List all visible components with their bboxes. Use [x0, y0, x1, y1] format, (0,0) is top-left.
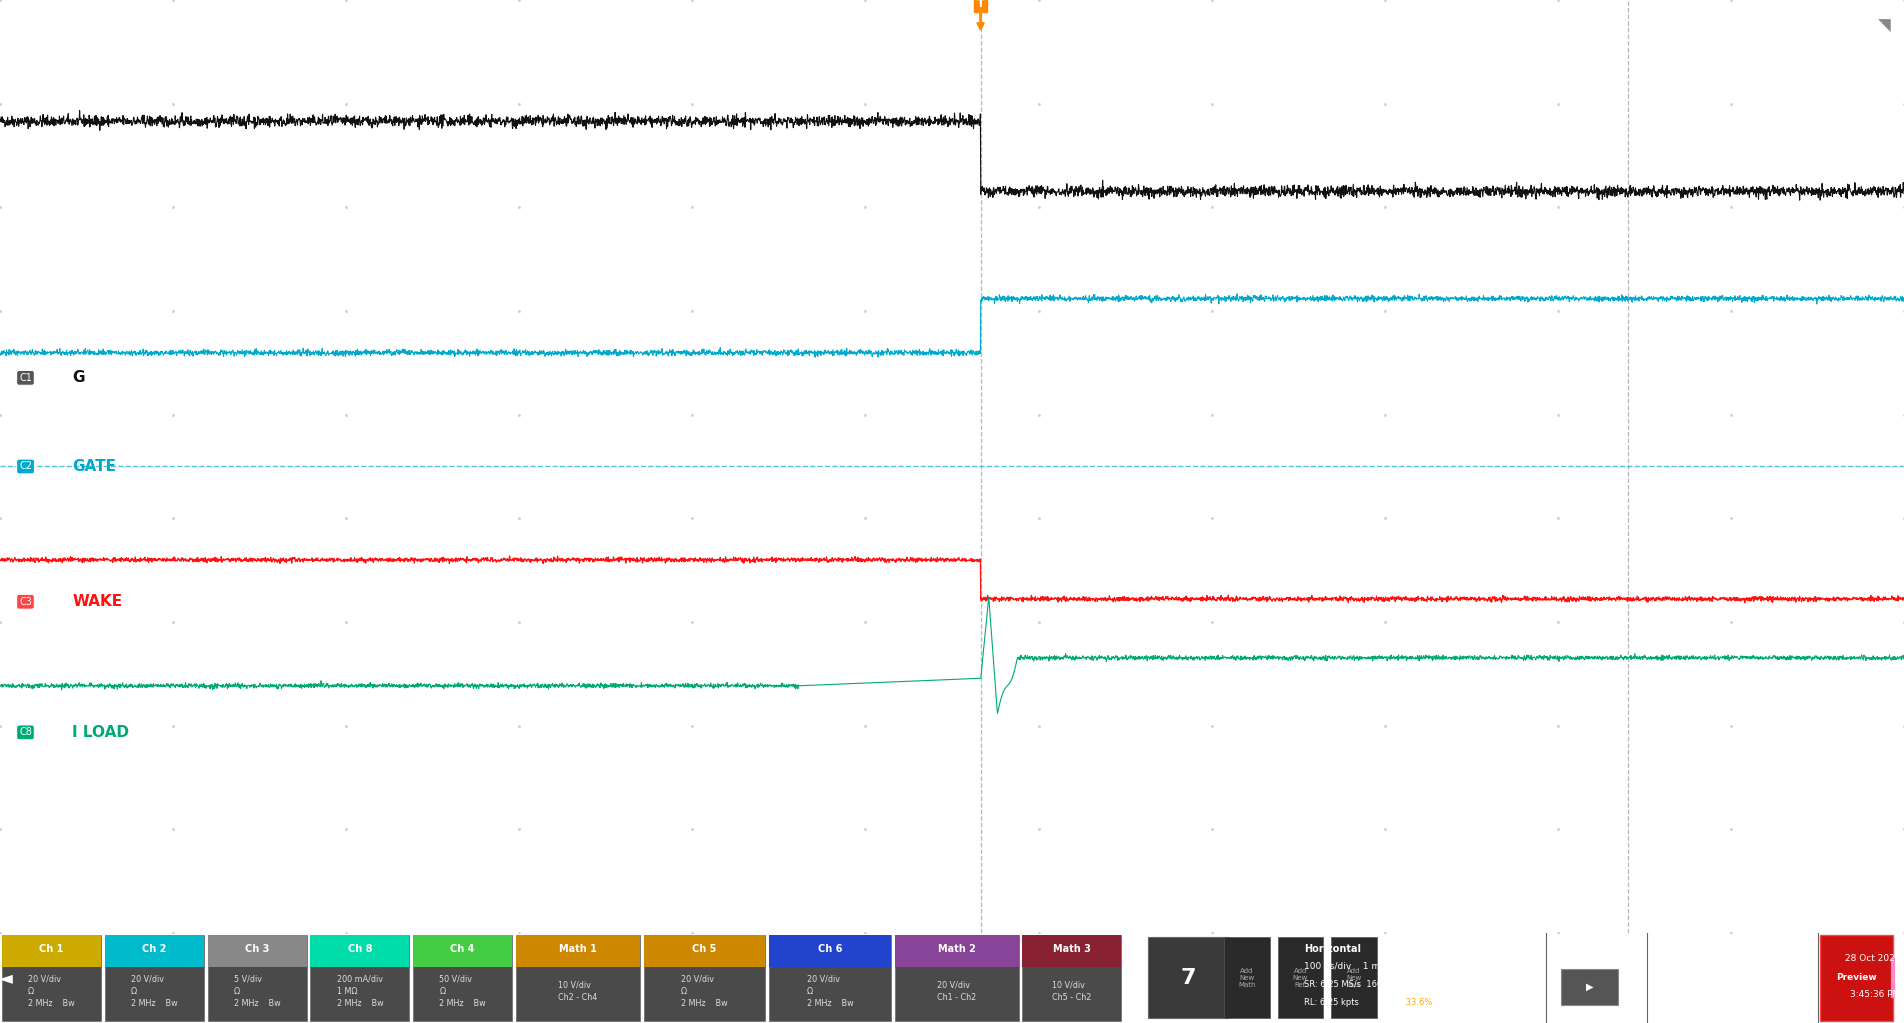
Text: High Res: 16 bits: High Res: 16 bits	[1668, 982, 1740, 990]
Text: Ch 6: Ch 6	[819, 944, 842, 954]
Text: Ch 4: Ch 4	[451, 944, 474, 954]
Text: Ch 2: Ch 2	[143, 944, 166, 954]
Text: ◥: ◥	[1877, 16, 1891, 35]
Bar	[413, 935, 512, 967]
Text: Ch 1: Ch 1	[40, 944, 63, 954]
Text: G: G	[72, 370, 86, 386]
Bar	[1022, 935, 1121, 1021]
Text: Trigger: Trigger	[1590, 944, 1630, 953]
Text: Add
New
Ref: Add New Ref	[1293, 968, 1308, 988]
Text: SR: 6.25 MS/s  160 ns/pt: SR: 6.25 MS/s 160 ns/pt	[1304, 980, 1407, 989]
Bar	[1148, 937, 1228, 1019]
Text: C3: C3	[19, 596, 32, 607]
Bar	[1561, 969, 1618, 1005]
Text: 33.6%: 33.6%	[1403, 997, 1432, 1007]
Bar	[895, 935, 1019, 967]
Text: 20 V/div
Ch1 - Ch2: 20 V/div Ch1 - Ch2	[937, 981, 977, 1003]
Text: 7: 7	[1180, 968, 1196, 988]
Text: 5 V/div
Ω
2 MHz    Bw: 5 V/div Ω 2 MHz Bw	[234, 975, 280, 1009]
Text: Acquisition: Acquisition	[1674, 944, 1735, 953]
Bar	[1022, 935, 1121, 967]
Bar	[1331, 937, 1377, 1019]
Text: Preview: Preview	[1835, 974, 1877, 982]
Text: Ch 5: Ch 5	[693, 944, 716, 954]
Bar	[1278, 937, 1323, 1019]
Text: 200 mA/div
1 MΩ
2 MHz    Bw: 200 mA/div 1 MΩ 2 MHz Bw	[337, 975, 383, 1009]
Bar	[208, 935, 307, 967]
Text: T: T	[977, 0, 984, 9]
Text: 20 V/div
Ω
2 MHz    Bw: 20 V/div Ω 2 MHz Bw	[682, 975, 727, 1009]
Text: GATE: GATE	[72, 459, 116, 474]
Text: 10 V/div
Ch5 - Ch2: 10 V/div Ch5 - Ch2	[1053, 981, 1091, 1003]
Text: ▶: ▶	[1586, 982, 1594, 992]
Text: C2: C2	[19, 461, 32, 472]
Text: C1: C1	[19, 372, 32, 383]
Text: 10 V/div
Ch2 - Ch4: 10 V/div Ch2 - Ch4	[558, 981, 598, 1003]
Bar	[516, 935, 640, 1021]
Bar	[644, 935, 765, 967]
Bar	[208, 935, 307, 1021]
Text: Math 2: Math 2	[939, 944, 975, 954]
Bar	[413, 935, 512, 1021]
Bar	[644, 935, 765, 1021]
Bar	[769, 935, 891, 1021]
Text: Add
New
Bus: Add New Bus	[1346, 968, 1361, 988]
Bar	[310, 935, 409, 1021]
Text: WAKE: WAKE	[72, 594, 122, 610]
Bar	[105, 935, 204, 967]
Bar	[310, 935, 409, 967]
Text: Horizontal: Horizontal	[1304, 944, 1361, 953]
Text: C8: C8	[19, 727, 32, 738]
Bar	[1820, 935, 1893, 1021]
Bar	[895, 935, 1019, 1021]
Text: Add
New
Math: Add New Math	[1238, 968, 1257, 988]
Text: ◄: ◄	[0, 969, 13, 987]
Text: RL: 6.25 kpts: RL: 6.25 kpts	[1304, 997, 1359, 1007]
Text: 28 Oct 2024: 28 Oct 2024	[1845, 953, 1900, 963]
Text: Math 1: Math 1	[560, 944, 596, 954]
Text: Math 3: Math 3	[1053, 944, 1091, 954]
Text: ►: ►	[1129, 969, 1144, 987]
Text: Single: 0 /1: Single: 0 /1	[1681, 999, 1727, 1009]
Text: 20 V/div
Ω
2 MHz    Bw: 20 V/div Ω 2 MHz Bw	[29, 975, 74, 1009]
Text: 3:45:36 PM: 3:45:36 PM	[1851, 989, 1900, 998]
Text: 50 V/div
Ω
2 MHz    Bw: 50 V/div Ω 2 MHz Bw	[440, 975, 486, 1009]
Bar	[769, 935, 891, 967]
Text: 20 V/div
Ω
2 MHz    Bw: 20 V/div Ω 2 MHz Bw	[131, 975, 177, 1009]
Bar	[1224, 937, 1270, 1019]
Bar	[2, 935, 101, 1021]
Text: 100 μs/div    1 ms: 100 μs/div 1 ms	[1304, 962, 1384, 971]
Bar	[105, 935, 204, 1021]
Bar	[2, 935, 101, 967]
Text: Manual,  Analyze: Manual, Analyze	[1668, 964, 1740, 973]
Text: Ch 8: Ch 8	[348, 944, 371, 954]
Bar	[516, 935, 640, 967]
Text: ► 2 V: ► 2 V	[1628, 982, 1658, 992]
Text: 20 V/div
Ω
2 MHz    Bw: 20 V/div Ω 2 MHz Bw	[807, 975, 853, 1009]
Text: I LOAD: I LOAD	[72, 725, 129, 740]
Text: Ch 3: Ch 3	[246, 944, 268, 954]
